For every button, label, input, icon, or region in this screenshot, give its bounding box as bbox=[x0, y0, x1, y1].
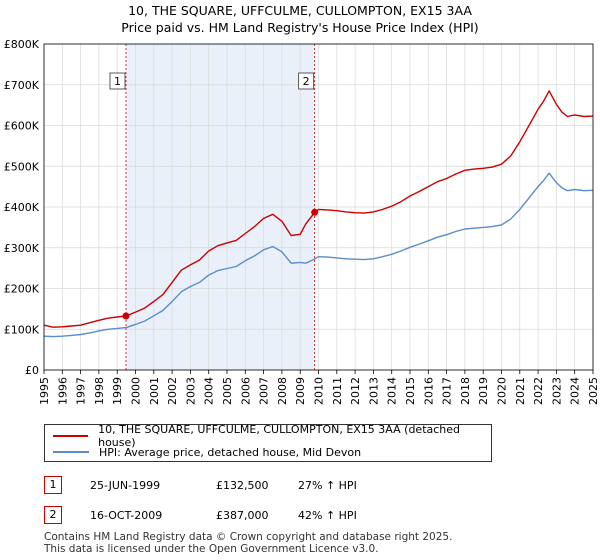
sale-label-box bbox=[298, 72, 315, 90]
footer-copyright: Contains HM Land Registry data © Crown c… bbox=[44, 531, 453, 543]
sale-date: 25-JUN-1999 bbox=[90, 479, 161, 492]
x-tick-label: 2015 bbox=[404, 377, 417, 405]
legend-label-hpi: HPI: Average price, detached house, Mid … bbox=[99, 445, 362, 459]
legend-swatch-property bbox=[53, 435, 89, 437]
sale-date: 16-OCT-2009 bbox=[90, 509, 163, 522]
sale-point bbox=[311, 208, 319, 216]
x-tick-label: 2003 bbox=[184, 377, 197, 405]
x-tick-label: 2011 bbox=[331, 377, 344, 405]
footer: Contains HM Land Registry data © Crown c… bbox=[44, 531, 452, 555]
x-tick-label: 2001 bbox=[148, 377, 161, 405]
x-tick-label: 2005 bbox=[221, 377, 234, 405]
chart-title-block: 10, THE SQUARE, UFFCULME, CULLOMPTON, EX… bbox=[0, 2, 600, 36]
x-tick-label: 2002 bbox=[166, 377, 179, 405]
property-price-line bbox=[43, 90, 594, 328]
sale-label-number: 1 bbox=[114, 75, 121, 88]
x-tick-label: 2018 bbox=[459, 377, 472, 405]
sale-marker-badge: 2 bbox=[44, 506, 62, 524]
x-tick-label: 1996 bbox=[56, 377, 69, 405]
y-tick-label: £800K bbox=[4, 38, 40, 51]
legend-item-property: 10, THE SQUARE, UFFCULME, CULLOMPTON, EX… bbox=[53, 423, 491, 449]
legend-item-hpi: HPI: Average price, detached house, Mid … bbox=[53, 444, 361, 460]
x-tick-label: 2023 bbox=[550, 377, 563, 405]
y-tick-label: £600K bbox=[4, 120, 40, 133]
x-tick-label: 2000 bbox=[130, 377, 143, 405]
y-tick-label: £500K bbox=[4, 160, 40, 173]
x-tick-label: 2014 bbox=[386, 377, 399, 405]
x-tick-label: 2017 bbox=[441, 377, 454, 405]
price-chart: 1 2 £0 £100K £200K £300K £400K £500K £600K £700K… bbox=[4, 38, 600, 405]
x-tick-label: 2022 bbox=[532, 377, 545, 405]
x-tick-label: 2024 bbox=[569, 377, 582, 405]
sale-label-box bbox=[109, 72, 126, 90]
x-tick-label: 2007 bbox=[258, 377, 271, 405]
footer-licence: This data is licensed under the Open Gov… bbox=[44, 543, 379, 555]
x-tick-label: 2010 bbox=[313, 377, 326, 405]
y-tick-label: £400K bbox=[4, 201, 40, 214]
sale-price: £387,000 bbox=[216, 509, 269, 522]
chart-title: 10, THE SQUARE, UFFCULME, CULLOMPTON, EX… bbox=[128, 3, 472, 18]
y-tick-label: £100K bbox=[4, 323, 40, 336]
sale-hpi-change: 27% ↑ HPI bbox=[298, 479, 357, 492]
legend-label-property: 10, THE SQUARE, UFFCULME, CULLOMPTON, EX… bbox=[98, 423, 461, 449]
hpi-line bbox=[43, 172, 594, 338]
sale-point bbox=[122, 312, 130, 320]
y-tick-label: £300K bbox=[4, 242, 40, 255]
y-tick-label: £200K bbox=[4, 283, 40, 296]
sale-marker-badge: 1 bbox=[44, 476, 62, 494]
x-tick-label: 1998 bbox=[93, 377, 106, 405]
sale-hpi-change: 42% ↑ HPI bbox=[298, 509, 357, 522]
x-tick-label: 2004 bbox=[203, 377, 216, 405]
x-tick-label: 2019 bbox=[477, 377, 490, 405]
chart-subtitle: Price paid vs. HM Land Registry's House … bbox=[121, 20, 479, 35]
x-tick-label: 2006 bbox=[239, 377, 252, 405]
y-tick-label: £700K bbox=[4, 79, 40, 92]
x-tick-label: 2016 bbox=[422, 377, 435, 405]
x-tick-label: 1995 bbox=[38, 377, 51, 405]
x-tick-label: 2012 bbox=[349, 377, 362, 405]
x-tick-label: 1997 bbox=[75, 377, 88, 405]
sale-label-number: 2 bbox=[303, 75, 310, 88]
x-tick-label: 2025 bbox=[587, 377, 600, 405]
y-tick-label: £0 bbox=[25, 364, 39, 377]
x-tick-label: 1999 bbox=[111, 377, 124, 405]
legend-swatch-hpi bbox=[53, 451, 89, 453]
x-tick-label: 2020 bbox=[496, 377, 509, 405]
x-tick-label: 2009 bbox=[294, 377, 307, 405]
x-tick-label: 2021 bbox=[514, 377, 527, 405]
legend: 10, THE SQUARE, UFFCULME, CULLOMPTON, EX… bbox=[44, 423, 492, 462]
sale-price: £132,500 bbox=[216, 479, 269, 492]
x-tick-label: 2008 bbox=[276, 377, 289, 405]
x-tick-label: 2013 bbox=[367, 377, 380, 405]
